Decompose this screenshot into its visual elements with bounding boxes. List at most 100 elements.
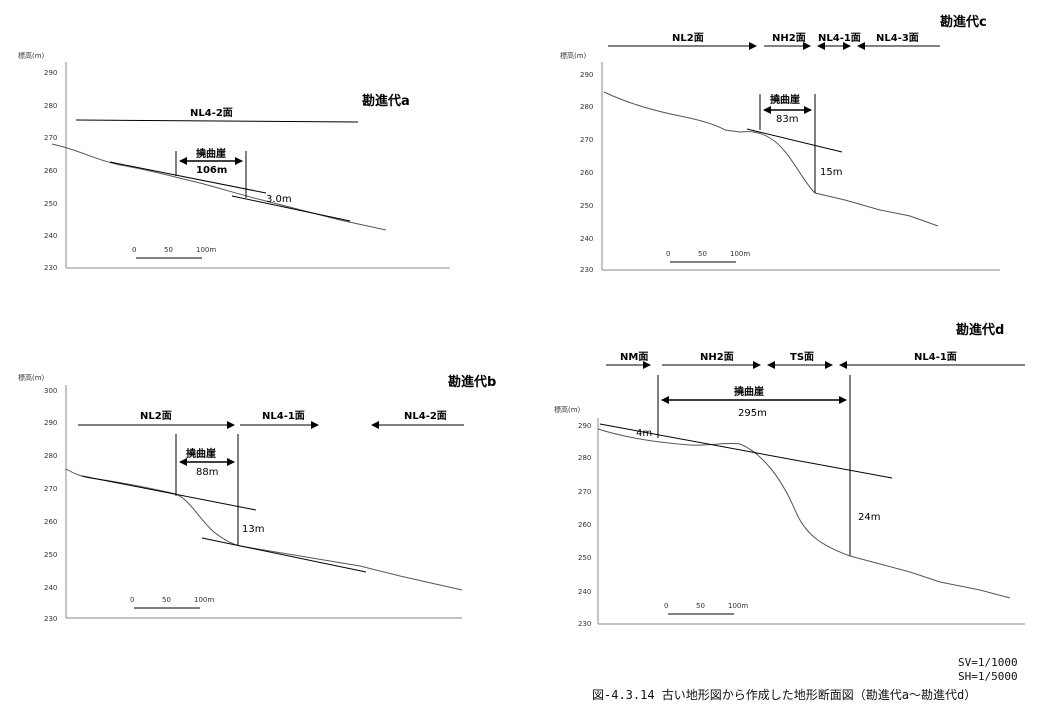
panel-c: 勘進代c 標高(m) 290 280 270 260 250 240 230 N… [560, 14, 1000, 274]
scale-tick-label: 0 [664, 602, 668, 610]
y-tick-label: 290 [44, 69, 57, 77]
surface-label: NL2面 [140, 410, 172, 422]
surface-label: NH2面 [700, 351, 734, 363]
y-tick-label: 250 [44, 200, 57, 208]
y-tick-labels: 290 280 270 260 250 240 230 [44, 69, 57, 272]
upper-surface-line [109, 161, 267, 194]
y-axis-label: 標高(m) [554, 405, 581, 414]
bend-label: 撓曲崖 [186, 447, 216, 460]
terrain-profile [51, 143, 387, 231]
upper-surface-line [599, 423, 893, 479]
bend-width: 106m [196, 165, 227, 176]
y-tick-label: 240 [44, 584, 57, 592]
panel-a: 標高(m) 290 280 270 260 250 240 230 勘進代a N… [18, 51, 450, 272]
y-tick-label: 270 [580, 136, 593, 144]
bend-label: 撓曲崖 [770, 93, 800, 106]
surface-label: NL4-3面 [876, 32, 919, 44]
surface-label: TS面 [790, 351, 814, 363]
y-tick-label: 230 [580, 266, 593, 274]
scale-tick-label: 50 [164, 246, 173, 254]
scale-tick-label: 100m [728, 602, 748, 610]
y-tick-label: 290 [580, 71, 593, 79]
panel-title: 勘進代d [956, 322, 1004, 338]
scale-tick-label: 0 [132, 246, 136, 254]
bend-width: 295m [738, 408, 767, 419]
scale-tick-label: 100m [730, 250, 750, 258]
y-tick-label: 280 [578, 454, 591, 462]
y-tick-label: 240 [578, 588, 591, 596]
lower-surface-line [201, 537, 367, 573]
y-tick-label: 260 [44, 167, 57, 175]
y-tick-label: 230 [578, 620, 591, 628]
surface-label: NL4-1面 [262, 410, 305, 422]
y-axis-label: 標高(m) [18, 373, 45, 382]
offset-label: 3.0m [266, 194, 292, 205]
y-tick-label: 270 [44, 485, 57, 493]
y-tick-label: 240 [580, 235, 593, 243]
terrain-profile [603, 91, 939, 227]
y-axis-label: 標高(m) [560, 51, 587, 60]
scale-tick-label: 0 [666, 250, 670, 258]
surface-label: NM面 [620, 351, 648, 363]
offset-label: 24m [858, 512, 880, 523]
bend-width: 88m [196, 467, 218, 478]
y-tick-label: 260 [578, 521, 591, 529]
surface-label: NL4-1面 [818, 32, 861, 44]
upper-surface-line [81, 475, 257, 511]
panel-d: 勘進代d 標高(m) 290 280 270 260 250 240 230 N… [554, 322, 1025, 628]
terrain-profile [597, 428, 1011, 599]
y-tick-label: 230 [44, 264, 57, 272]
y-axis-label: 標高(m) [18, 51, 45, 60]
y-tick-label: 290 [578, 422, 591, 430]
y-tick-label: 290 [44, 419, 57, 427]
y-tick-label: 280 [44, 452, 57, 460]
surface-label: NL2面 [672, 32, 704, 44]
y-tick-label: 260 [44, 518, 57, 526]
upper-surface-line [746, 128, 843, 153]
surface-label: NL4-1面 [914, 351, 957, 363]
left-offset-label: 4m [636, 428, 652, 439]
scale-tick-label: 100m [196, 246, 216, 254]
bend-label: 撓曲崖 [196, 147, 226, 160]
panel-title: 勘進代a [362, 93, 410, 109]
vertical-scale: SV=1/1000 [958, 656, 1018, 669]
y-tick-labels: 290 280 270 260 250 240 230 [578, 422, 591, 628]
panel-b: 勘進代b 標高(m) 300 290 280 270 260 250 240 2… [18, 373, 496, 623]
horizontal-scale: SH=1/5000 [958, 670, 1018, 683]
figure-caption: 図-4.3.14 古い地形図から作成した地形断面図（勘進代a～勘進代d） [592, 688, 977, 702]
panel-title: 勘進代c [940, 14, 987, 30]
scale-bar: 0 50 100m [666, 250, 750, 263]
y-tick-label: 250 [578, 554, 591, 562]
y-tick-label: 270 [44, 134, 57, 142]
bend-label: 撓曲崖 [734, 385, 764, 398]
y-tick-labels: 290 280 270 260 250 240 230 [580, 71, 593, 274]
scale-tick-label: 0 [130, 596, 134, 604]
y-tick-label: 240 [44, 232, 57, 240]
scale-bar: 0 50 100m [132, 246, 216, 259]
scale-tick-label: 50 [696, 602, 705, 610]
y-tick-label: 280 [44, 102, 57, 110]
lower-surface-line [231, 195, 351, 222]
y-tick-label: 250 [580, 202, 593, 210]
y-tick-labels: 300 290 280 270 260 250 240 230 [44, 387, 57, 623]
bend-width: 83m [776, 114, 798, 125]
surface-label: NL4-2面 [190, 107, 233, 119]
y-tick-label: 280 [580, 103, 593, 111]
scale-bar: 0 50 100m [130, 596, 214, 609]
offset-label: 13m [242, 524, 264, 535]
y-tick-label: 230 [44, 615, 57, 623]
y-tick-label: 250 [44, 551, 57, 559]
scale-tick-label: 100m [194, 596, 214, 604]
y-tick-label: 260 [580, 169, 593, 177]
y-tick-label: 300 [44, 387, 57, 395]
scale-bar: 0 50 100m [664, 602, 748, 615]
surface-label: NH2面 [772, 32, 806, 44]
scale-tick-label: 50 [698, 250, 707, 258]
offset-label: 15m [820, 167, 842, 178]
surface-line [75, 119, 359, 123]
panel-title: 勘進代b [448, 374, 496, 390]
scale-tick-label: 50 [162, 596, 171, 604]
y-tick-label: 270 [578, 488, 591, 496]
surface-label: NL4-2面 [404, 410, 447, 422]
